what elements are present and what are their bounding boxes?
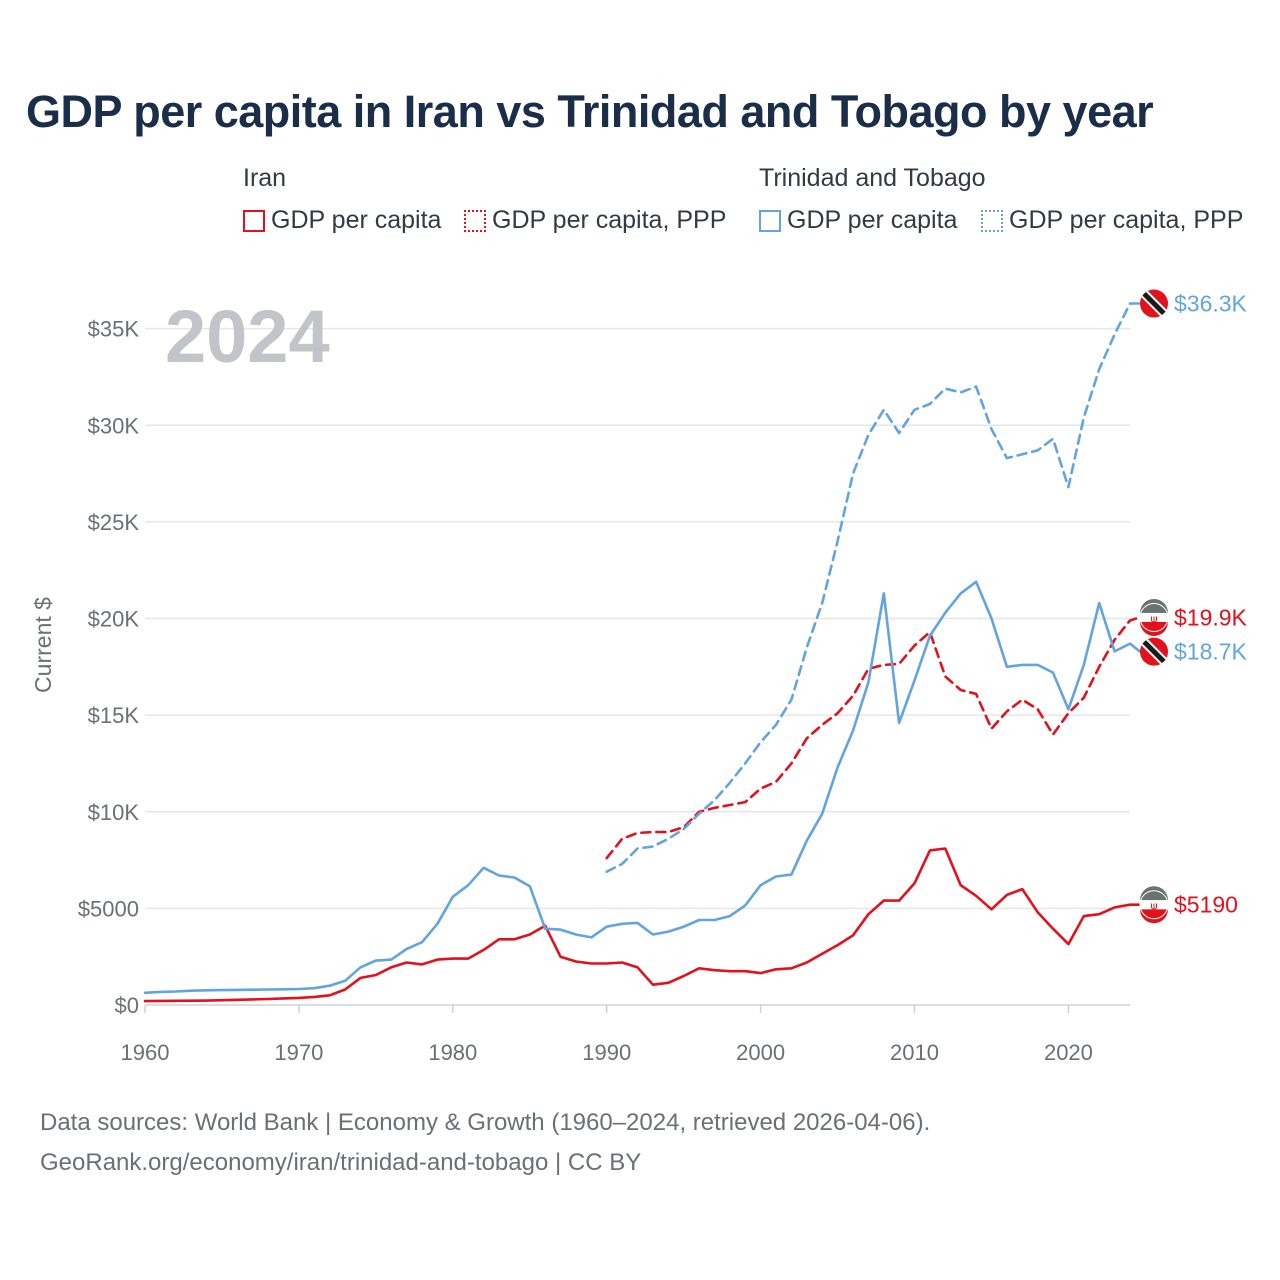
footer-link[interactable]: GeoRank.org/economy/iran/trinidad-and-to… [40,1149,642,1176]
end-value-label-tt_gdp: $18.7K [1174,639,1248,665]
series-line-tt_gdp[interactable] [143,580,1142,995]
legend-item-tt-gdp[interactable]: GDP per capita [759,206,957,235]
series-line-iran_gdp[interactable] [143,847,1142,1003]
y-tick-label: $25K [88,510,140,535]
x-tick-label: 2010 [890,1040,939,1065]
series-line-iran_ppp[interactable] [605,616,1142,860]
trinidad-flag-icon [1140,637,1168,666]
end-value-label-iran_ppp: $19.9K [1174,604,1248,630]
y-tick-label: $5000 [78,896,139,921]
y-tick-label: $30K [88,413,140,438]
legend-group-iran: Iran [243,164,287,192]
year-watermark: 2024 [165,295,330,378]
end-value-label-iran_gdp: $5190 [1174,892,1238,918]
series-line-tt_ppp[interactable] [605,302,1142,873]
legend-swatch-solid-blue [759,209,781,232]
x-tick-label: 2020 [1044,1040,1093,1065]
x-axis-ticks: 1960 1970 1980 1990 2000 2010 2020 [121,1005,1093,1065]
x-tick-label: 2000 [736,1040,785,1065]
footer-sources: Data sources: World Bank | Economy & Gro… [40,1109,931,1136]
y-tick-label: $10K [88,800,140,825]
trinidad-flag-icon [1140,289,1168,318]
x-tick-label: 1990 [582,1040,631,1065]
end-markers: ψ $5190 ψ $19.9K $18.7K $36.3K [1139,289,1248,924]
x-tick-label: 1970 [274,1040,323,1065]
y-tick-label: $15K [88,703,140,728]
svg-text:ψ: ψ [1150,900,1157,913]
y-axis-ticks: $0 $5000 $10K $15K $20K $25K $30K $35K [78,317,140,1018]
y-axis-label: Current $ [30,597,56,693]
x-tick-label: 1980 [428,1040,477,1065]
chart-title: GDP per capita in Iran vs Trinidad and T… [26,86,1154,137]
y-tick-label: $0 [115,993,139,1018]
series-lines [143,302,1142,1003]
legend-item-iran-gdp[interactable]: GDP per capita [243,206,441,235]
legend-swatch-dotted-red [464,209,486,232]
end-value-label-tt_ppp: $36.3K [1174,291,1248,317]
legend-label: GDP per capita, PPP [492,206,727,234]
svg-text:ψ: ψ [1150,612,1157,625]
legend-group-tt: Trinidad and Tobago [759,164,986,192]
x-tick-label: 1960 [121,1040,170,1065]
legend-swatch-dotted-blue [981,209,1003,232]
legend-label: GDP per capita [271,206,442,234]
y-tick-label: $35K [88,317,140,342]
iran-flag-icon: ψ [1139,598,1169,636]
legend-item-tt-ppp[interactable]: GDP per capita, PPP [981,206,1243,235]
gridlines [145,327,1130,1006]
legend-item-iran-ppp[interactable]: GDP per capita, PPP [464,206,726,235]
iran-flag-icon: ψ [1139,886,1169,924]
legend-label: GDP per capita, PPP [1009,206,1244,234]
legend-swatch-solid-red [243,209,265,232]
y-tick-label: $20K [88,607,140,632]
legend-label: GDP per capita [787,206,958,234]
